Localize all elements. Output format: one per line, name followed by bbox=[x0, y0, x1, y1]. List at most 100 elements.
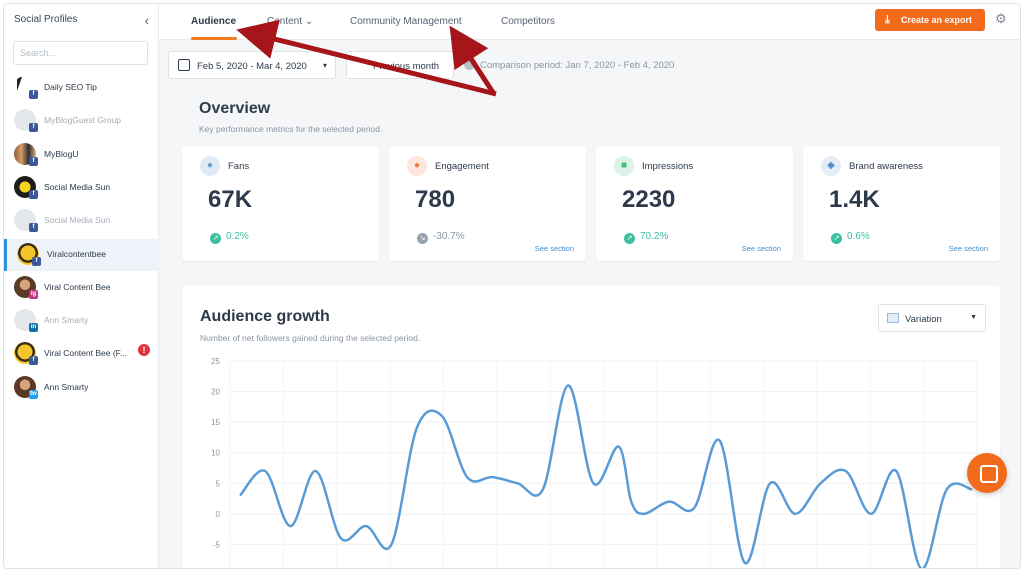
network-badge-icon: f bbox=[29, 123, 38, 133]
kpi-value: 780 bbox=[415, 186, 456, 213]
arrow-up-icon: ↗ bbox=[831, 233, 842, 244]
tab-content[interactable]: Content ⌄ bbox=[267, 16, 313, 27]
kpi-change-value: 70.2% bbox=[640, 231, 669, 242]
app-window: Social Profiles ‹ Search... f Daily SEO T… bbox=[3, 3, 1021, 569]
top-nav: Audience Content ⌄ Community Management … bbox=[159, 4, 1020, 40]
series-line bbox=[239, 384, 973, 568]
kpi-change-value: 0.2% bbox=[226, 231, 249, 242]
create-export-label: Create an export bbox=[901, 15, 973, 25]
sidebar-title: Social Profiles bbox=[14, 14, 78, 25]
audience-growth-panel: Audience growth Number of net followers … bbox=[182, 286, 1000, 568]
caret-down-icon: ▼ bbox=[970, 314, 977, 321]
kpi-change: ↗ 0.6% bbox=[831, 231, 870, 244]
sidebar-profile-item[interactable]: f Viralcontentbee bbox=[4, 238, 159, 271]
variation-select[interactable]: Variation ▼ bbox=[878, 304, 986, 332]
kpi-label: Brand awareness bbox=[849, 161, 923, 172]
network-badge-icon: f bbox=[29, 156, 38, 166]
kpi-value: 1.4K bbox=[829, 186, 880, 213]
audience-growth-subtitle: Number of net followers gained during th… bbox=[200, 333, 421, 343]
frame-icon: ■ bbox=[614, 156, 634, 176]
profile-name: MyBlogU bbox=[44, 148, 79, 159]
see-section-link[interactable]: See section bbox=[534, 244, 574, 253]
chat-bubble-icon: ● bbox=[407, 156, 427, 176]
active-tab-indicator bbox=[191, 37, 237, 40]
tab-community-management[interactable]: Community Management bbox=[350, 16, 462, 27]
kpi-change: ↘ -30.7% bbox=[417, 231, 465, 244]
see-section-link[interactable]: See section bbox=[948, 244, 988, 253]
compare-period-label: Previous month bbox=[373, 61, 440, 72]
kpi-change-value: -30.7% bbox=[433, 231, 465, 242]
chart-icon bbox=[887, 313, 899, 323]
see-section-link[interactable]: See section bbox=[741, 244, 781, 253]
network-badge-icon: ig bbox=[29, 289, 38, 299]
kpi-card-brand-awareness: ◆ Brand awareness 1.4K ↗ 0.6% See section bbox=[803, 146, 1000, 261]
sidebar-profile-item[interactable]: in Ann Smarty bbox=[4, 305, 159, 337]
chevron-down-icon: ▾ bbox=[322, 61, 327, 70]
overview-title: Overview bbox=[199, 100, 271, 117]
profile-name: MyBlogGuest Group bbox=[44, 115, 122, 126]
sidebar-profile-item[interactable]: f Social Media Sun bbox=[4, 205, 159, 237]
y-tick-label: 25 bbox=[211, 357, 220, 366]
calendar-icon bbox=[178, 59, 190, 71]
sidebar-profile-item[interactable]: ig Viral Content Bee bbox=[4, 272, 159, 304]
arrow-down-icon: ↘ bbox=[417, 233, 428, 244]
compare-period-select[interactable]: Previous month bbox=[346, 51, 454, 79]
chevron-down-icon: ⌄ bbox=[304, 16, 314, 27]
network-badge-icon: f bbox=[29, 90, 38, 99]
kpi-change: ↗ 0.2% bbox=[210, 231, 249, 244]
audience-growth-title: Audience growth bbox=[200, 308, 330, 325]
create-export-button[interactable]: ⤓ Create an export bbox=[875, 9, 985, 31]
sidebar-profile-item[interactable]: f Daily SEO Tip bbox=[4, 72, 159, 104]
tab-competitors[interactable]: Competitors bbox=[501, 16, 555, 27]
tab-content-label: Content bbox=[267, 16, 303, 27]
kpi-label: Impressions bbox=[642, 161, 694, 172]
y-tick-label: 15 bbox=[211, 418, 220, 427]
profile-name: Ann Smarty bbox=[44, 315, 89, 326]
sidebar-profile-item[interactable]: tw Ann Smarty bbox=[4, 372, 159, 404]
y-tick-label: 10 bbox=[211, 449, 220, 458]
overview-subtitle: Key performance metrics for the selected… bbox=[199, 124, 383, 134]
date-range-label: Feb 5, 2020 - Mar 4, 2020 bbox=[197, 61, 307, 72]
sidebar-header: Social Profiles ‹ bbox=[14, 13, 149, 32]
sidebar-profile-item[interactable]: f MyBlogGuest Group bbox=[4, 105, 159, 137]
profile-name: Social Media Sun bbox=[44, 181, 111, 192]
search-input[interactable]: Search... bbox=[13, 41, 148, 65]
profile-name: Ann Smarty bbox=[44, 381, 89, 392]
download-icon: ⤓ bbox=[885, 14, 890, 26]
network-badge-icon: f bbox=[32, 256, 41, 266]
profile-name: Social Media Sun bbox=[44, 215, 111, 226]
y-tick-label: 5 bbox=[216, 479, 221, 488]
profile-name: Daily SEO Tip bbox=[44, 82, 97, 92]
date-range-picker[interactable]: Feb 5, 2020 - Mar 4, 2020 ▾ bbox=[168, 51, 336, 79]
info-icon bbox=[464, 59, 475, 70]
profile-name: Viralcontentbee bbox=[47, 248, 106, 259]
network-badge-icon: tw bbox=[29, 389, 38, 399]
collapse-sidebar-icon[interactable]: ‹ bbox=[144, 13, 149, 28]
kpi-label: Engagement bbox=[435, 161, 489, 172]
megaphone-icon: ◆ bbox=[821, 156, 841, 176]
kpi-change-value: 0.6% bbox=[847, 231, 870, 242]
chat-launcher-button[interactable] bbox=[967, 453, 1007, 493]
arrow-up-icon: ↗ bbox=[624, 233, 635, 244]
comparison-period-text: Comparison period: Jan 7, 2020 - Feb 4, … bbox=[480, 60, 675, 71]
kpi-card-fans: ● Fans 67K ↗ 0.2% bbox=[182, 146, 379, 261]
sidebar-profile-item[interactable]: f MyBlogU bbox=[4, 139, 159, 171]
kpi-change: ↗ 70.2% bbox=[624, 231, 668, 244]
kpi-card-impressions: ■ Impressions 2230 ↗ 70.2% See section bbox=[596, 146, 793, 261]
sidebar: Social Profiles ‹ Search... f Daily SEO T… bbox=[4, 4, 159, 568]
network-badge-icon: f bbox=[29, 356, 38, 366]
gear-icon[interactable]: ⚙ bbox=[995, 11, 1007, 26]
users-icon: ● bbox=[200, 156, 220, 176]
variation-label: Variation bbox=[905, 314, 942, 325]
network-badge-icon: f bbox=[29, 223, 38, 233]
arrow-up-icon: ↗ bbox=[210, 233, 221, 244]
kpi-value: 67K bbox=[208, 186, 253, 213]
sidebar-profile-item[interactable]: f Viral Content Bee (F...! bbox=[4, 338, 159, 370]
tab-audience[interactable]: Audience bbox=[191, 16, 237, 27]
kpi-card-engagement: ● Engagement 780 ↘ -30.7% See section bbox=[389, 146, 586, 261]
sidebar-profile-item[interactable]: f Social Media Sun bbox=[4, 172, 159, 204]
kpi-value: 2230 bbox=[622, 186, 676, 213]
y-tick-label: -5 bbox=[213, 540, 221, 549]
alert-icon: ! bbox=[138, 344, 150, 357]
